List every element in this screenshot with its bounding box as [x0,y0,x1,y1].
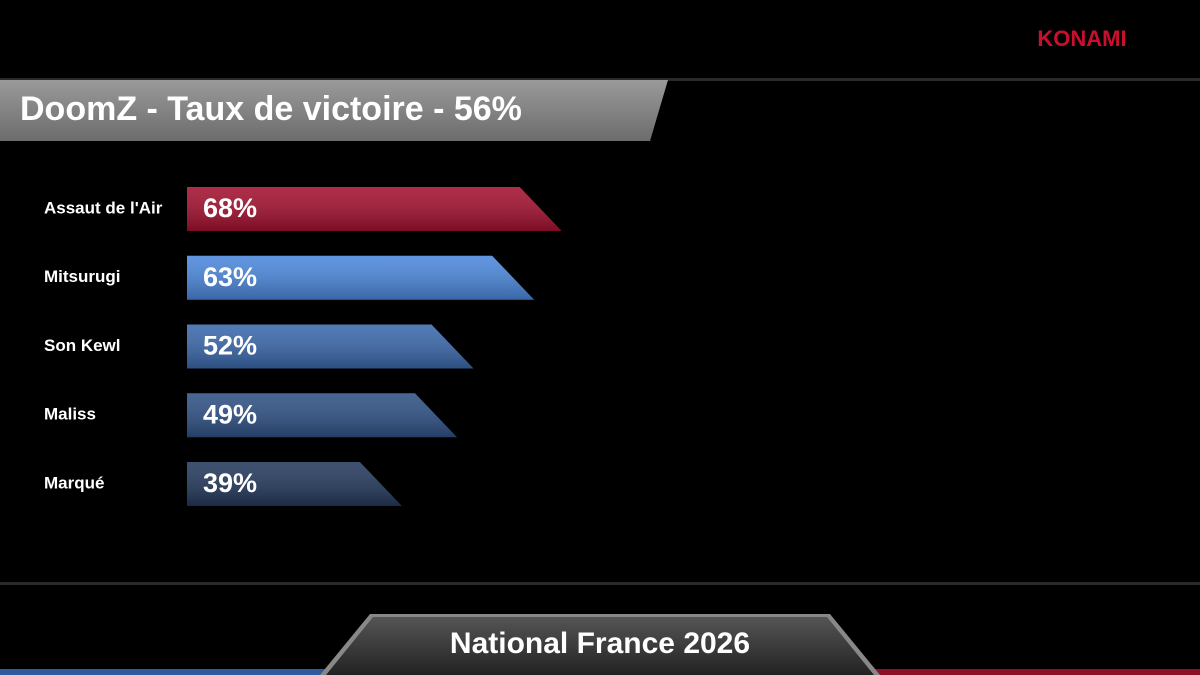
title-band [0,80,668,141]
footer-band [326,617,874,675]
category-label: Assaut de l'Air [44,198,163,217]
bar-shade [187,324,474,369]
bar-shade [187,462,402,506]
value-label: 39% [203,468,257,498]
bar-shade [187,255,535,300]
divider [0,78,1200,81]
chart-title: DoomZ - Taux de victoire - 56% [20,90,522,128]
divider [0,582,1200,585]
brand-logo: KONAMI [1037,26,1126,51]
value-label: 68% [203,193,257,223]
value-label: 63% [203,262,257,292]
category-label: Son Kewl [44,336,121,355]
value-label: 52% [203,331,257,361]
accent-stripe [860,669,1200,675]
accent-stripe [0,669,340,675]
footer-text: National France 2026 [450,627,750,660]
category-label: Maliss [44,405,96,424]
bar-shade [187,187,562,231]
bars: Assaut de l'Air 68% Mitsurugi 63% Son Kewl 52… [44,187,562,506]
value-label: 49% [203,399,257,429]
category-label: Mitsurugi [44,267,121,286]
bar-shade [187,393,457,438]
category-label: Marqué [44,473,104,492]
